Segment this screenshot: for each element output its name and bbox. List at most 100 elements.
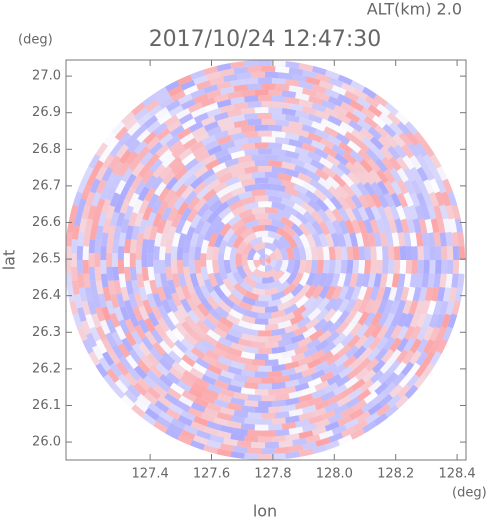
field-cell [289, 194, 305, 207]
field-cell [376, 169, 389, 184]
field-cell [265, 189, 279, 197]
field-cell [322, 260, 330, 274]
field-cell [387, 246, 395, 260]
field-cell [271, 148, 286, 156]
field-cell [136, 232, 145, 247]
field-cell [114, 325, 127, 341]
field-cell [385, 273, 394, 288]
field-cell [217, 336, 233, 348]
field-cell [189, 273, 200, 288]
field-cell [175, 400, 191, 413]
field-cell [180, 409, 196, 422]
field-cell [128, 156, 142, 172]
field-cell [338, 141, 353, 155]
field-cell [298, 117, 314, 127]
field-cell [119, 306, 131, 321]
field-cell [361, 273, 370, 288]
field-cell [89, 225, 98, 240]
field-cell [101, 338, 114, 354]
field-cell [227, 365, 242, 376]
field-cell [195, 272, 206, 287]
field-cell [174, 166, 188, 181]
field-cell [161, 206, 173, 221]
field-cell [182, 253, 189, 267]
field-cell [301, 142, 317, 153]
field-cell [71, 239, 78, 254]
field-cell [161, 299, 173, 314]
field-cell [171, 345, 185, 359]
field-cell [193, 396, 209, 408]
field-cell [334, 260, 342, 275]
field-cell [340, 246, 348, 260]
field-cell [331, 297, 344, 312]
field-cell [290, 283, 304, 297]
field-cell [98, 357, 112, 372]
field-cell [129, 266, 138, 281]
field-cell [442, 218, 452, 233]
field-cell [237, 338, 253, 348]
field-cell [72, 191, 83, 207]
field-cell [190, 440, 205, 451]
field-cell [261, 136, 276, 143]
field-cell [165, 428, 180, 440]
field-cell [142, 205, 153, 221]
field-cell [229, 246, 238, 260]
field-cell [359, 347, 374, 362]
field-cell [251, 359, 265, 366]
field-cell [233, 373, 249, 383]
field-cell [349, 408, 365, 421]
field-cell [108, 155, 121, 170]
field-cell [254, 89, 269, 96]
field-cell [137, 393, 152, 408]
field-cell [206, 107, 222, 118]
field-cell [336, 162, 352, 176]
field-cell [119, 149, 132, 165]
field-cell [247, 118, 262, 126]
field-cell [258, 95, 272, 102]
field-cell [297, 172, 313, 184]
field-cell [144, 174, 158, 190]
field-cell [356, 118, 372, 132]
field-cell [311, 220, 324, 236]
field-cell [298, 222, 311, 237]
field-cell [117, 373, 132, 388]
field-cell [376, 260, 383, 274]
field-cell [227, 109, 242, 118]
field-cell [284, 168, 300, 178]
field-cell [147, 402, 163, 416]
field-cell [315, 73, 331, 83]
field-cell [271, 309, 286, 319]
field-cell [258, 59, 272, 66]
field-cell [320, 390, 336, 402]
field-cell [214, 130, 229, 141]
field-cell [281, 179, 296, 189]
field-cell [131, 404, 146, 418]
field-cell [233, 445, 248, 454]
field-cell [327, 115, 343, 127]
field-cell [159, 246, 166, 260]
field-cell [451, 273, 459, 288]
field-cell [403, 325, 416, 341]
field-cell [258, 148, 272, 155]
field-cell [244, 130, 259, 139]
field-cell [393, 260, 401, 274]
field-cell [258, 165, 272, 172]
field-cell [187, 196, 201, 211]
field-cell [189, 367, 205, 380]
field-cell [331, 208, 344, 223]
field-cell [345, 396, 361, 409]
field-cell [176, 380, 192, 393]
field-cell [373, 94, 389, 107]
field-cell [330, 273, 341, 288]
field-cell [348, 119, 363, 133]
field-cell [281, 386, 297, 395]
field-cell [441, 313, 452, 329]
field-cell [345, 161, 359, 175]
field-cell [161, 352, 176, 366]
field-cell [180, 79, 196, 91]
field-cell [230, 433, 245, 442]
field-cell [227, 163, 243, 173]
field-cell [357, 357, 372, 372]
field-cell [254, 107, 269, 114]
field-cell [421, 232, 430, 247]
